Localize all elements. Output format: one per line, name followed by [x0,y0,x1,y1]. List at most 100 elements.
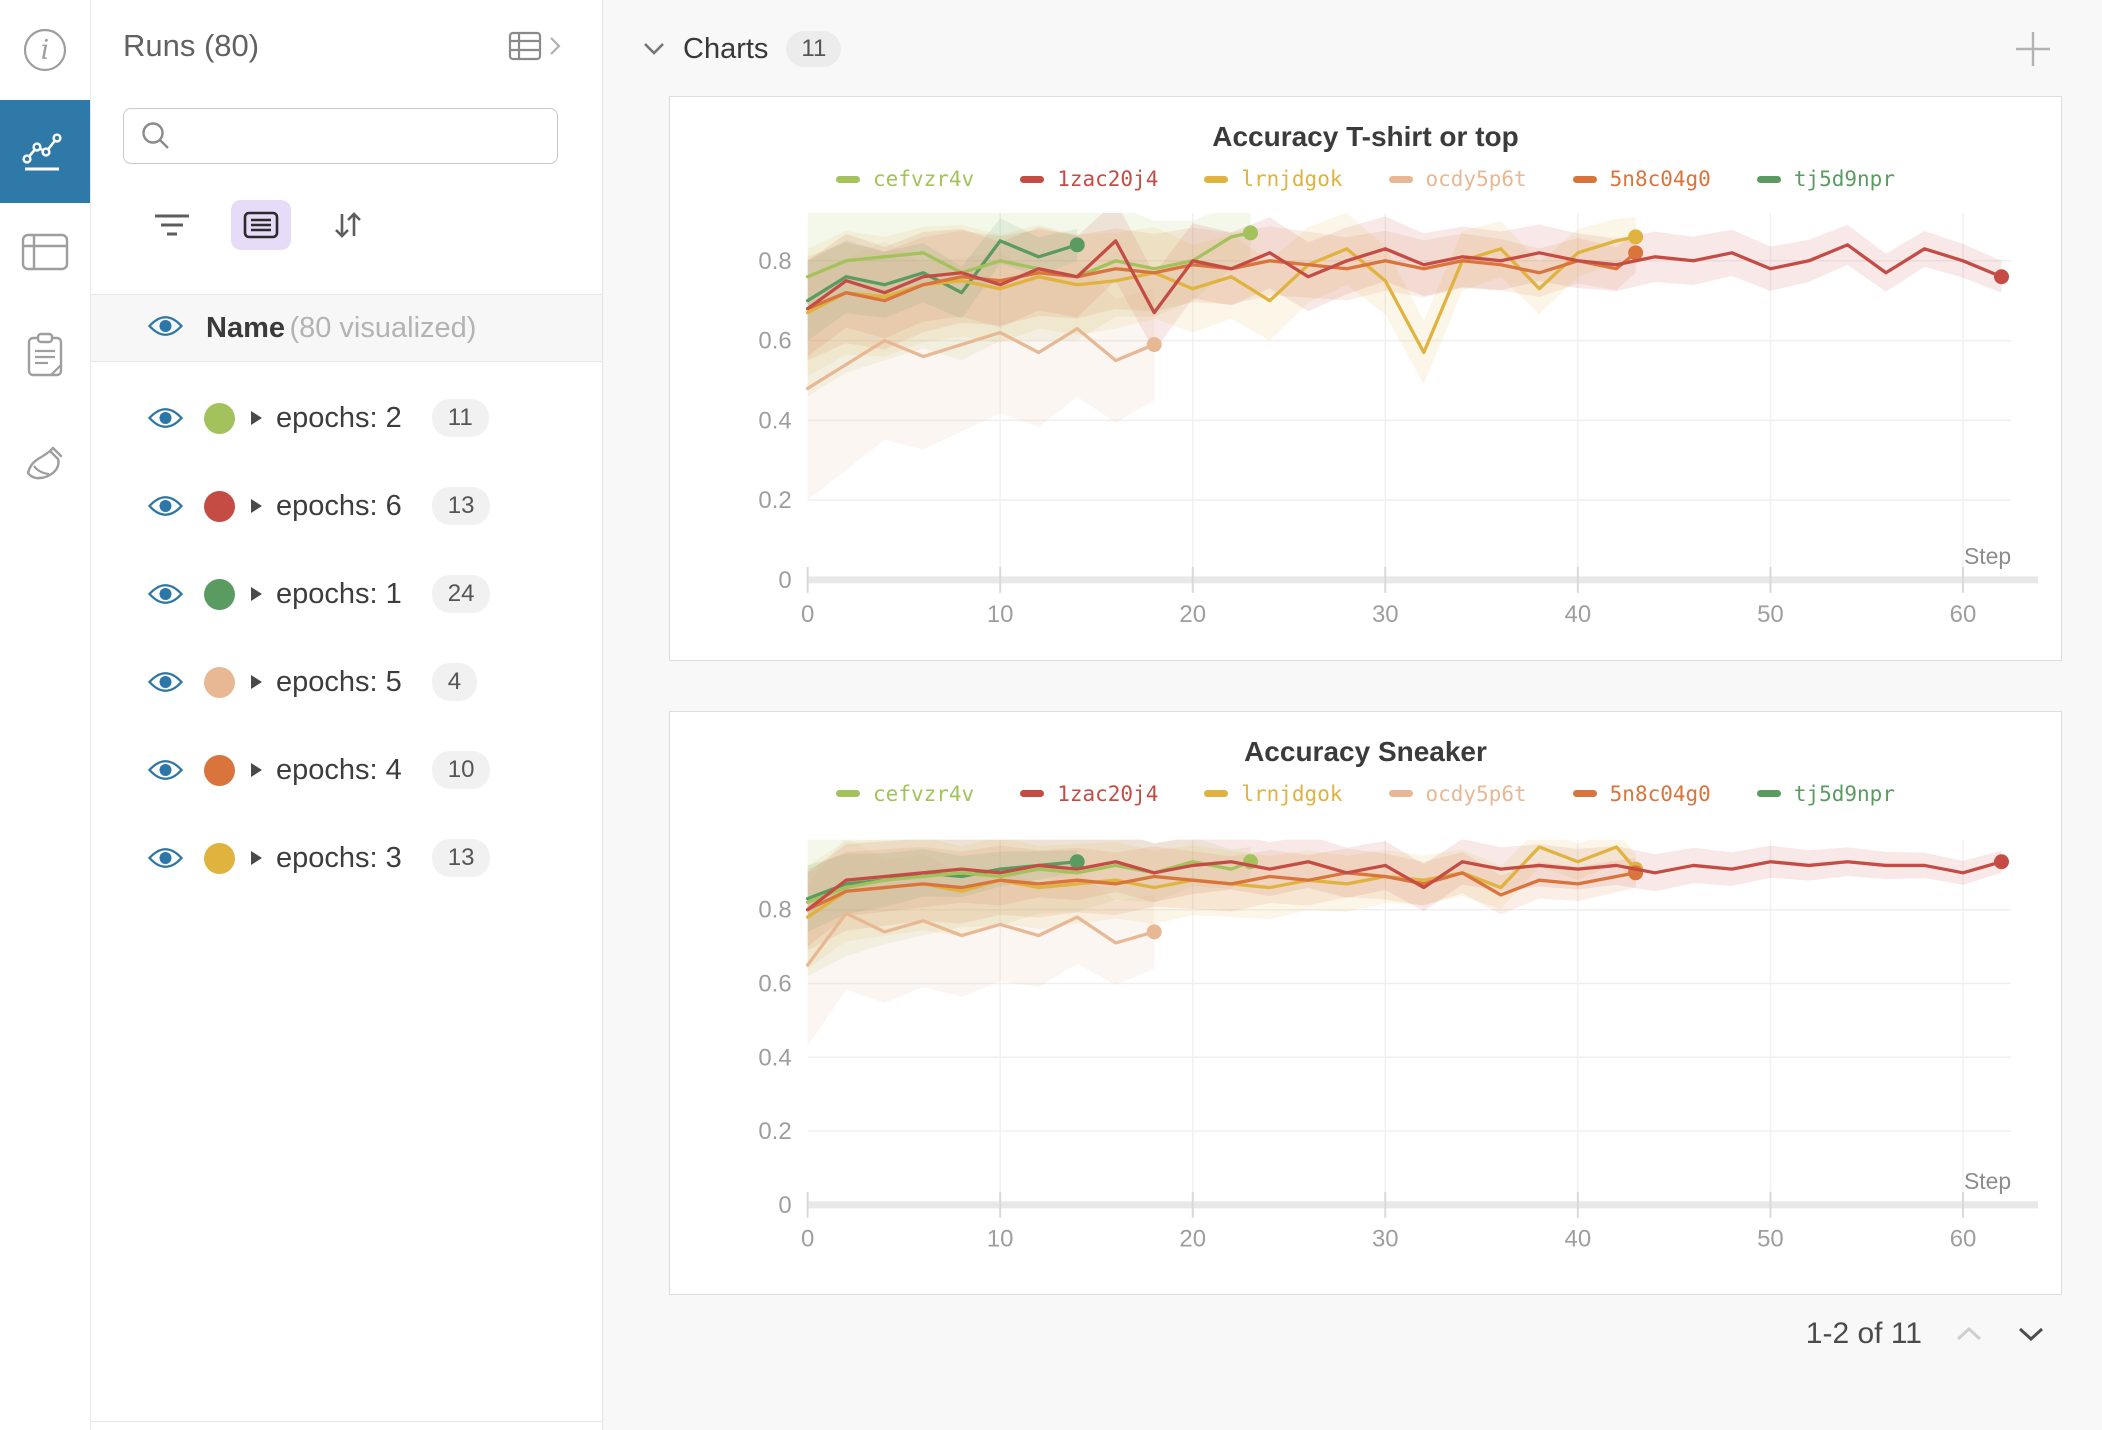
expand-runs-table-button[interactable] [508,30,562,62]
legend-item[interactable]: 5n8c04g0 [1572,782,1711,806]
run-group-label: epochs: 3 [276,841,402,874]
eye-icon[interactable] [147,313,184,344]
add-panel-button[interactable] [2012,28,2054,70]
svg-text:0.8: 0.8 [758,248,791,275]
run-count-badge: 11 [431,399,489,437]
chevron-down-icon [644,43,664,55]
legend-item[interactable]: 1zac20j4 [1020,782,1158,806]
info-icon-glyph: i [23,28,67,72]
expand-caret-icon[interactable] [251,851,262,865]
chevron-up-icon [1956,1327,1982,1341]
run-group-row[interactable]: epochs: 2 11 [91,374,602,462]
expand-caret-icon[interactable] [251,587,262,601]
sidebar-item-charts-active[interactable] [0,100,90,203]
svg-text:30: 30 [1372,1225,1399,1252]
svg-text:60: 60 [1950,1225,1977,1252]
sidebar-item-sweeps[interactable] [0,407,90,525]
svg-text:0: 0 [778,567,791,594]
runs-search-box[interactable] [123,108,558,164]
legend-item[interactable]: 5n8c04g0 [1572,167,1711,191]
chevron-right-icon [550,37,561,55]
table-icon [21,233,69,271]
sort-icon [335,212,361,238]
filter-button[interactable] [151,210,193,240]
charts-section: Charts 11 Accuracy T-shirt or top cefvzr… [603,0,2102,1430]
legend-item[interactable]: cefvzr4v [836,782,974,806]
legend-run-id: ocdy5p6t [1425,167,1527,191]
svg-text:60: 60 [1950,601,1977,628]
eye-icon[interactable] [147,845,184,871]
svg-text:0.2: 0.2 [758,487,791,514]
name-column-label: Name [206,311,285,344]
expand-caret-icon[interactable] [251,675,262,689]
list-view-button[interactable] [231,200,291,250]
sort-button[interactable] [329,207,365,243]
run-count-badge: 10 [431,751,491,789]
legend-swatch [1756,790,1781,798]
expand-caret-icon[interactable] [251,411,262,425]
svg-text:i: i [41,35,50,66]
legend-item[interactable]: tj5d9npr [1756,167,1895,191]
run-color-dot [204,842,235,874]
chart-panel[interactable]: Accuracy T-shirt or top cefvzr4v 1zac20j4… [669,96,2062,661]
run-group-row[interactable]: epochs: 3 13 [91,814,602,902]
legend-item[interactable]: lrnjdgok [1204,781,1343,806]
svg-text:Step: Step [1964,543,2011,569]
legend-item[interactable]: lrnjdgok [1204,167,1343,191]
legend-swatch [1572,790,1597,798]
legend-run-id: 1zac20j4 [1057,167,1159,191]
eye-icon[interactable] [147,493,184,519]
charts-pagination: 1-2 of 11 [603,1317,2046,1351]
run-group-label: epochs: 6 [276,489,402,522]
runs-panel: Runs (80) [91,0,603,1430]
expand-caret-icon[interactable] [251,763,262,777]
svg-text:0: 0 [801,601,814,628]
next-page-button[interactable] [2016,1324,2046,1344]
svg-text:30: 30 [1372,601,1399,628]
line-chart-plot[interactable]: 0 10 20 30 40 50 60 0 0.2 0.4 0.6 0.8 Step [670,191,2061,660]
chart-panel[interactable]: Accuracy Sneaker cefvzr4v 1zac20j4 lrnjdgo… [669,710,2062,1296]
charts-section-header: Charts 11 [603,0,2102,70]
sidebar-item-table[interactable] [0,203,90,303]
legend-run-id: lrnjdgok [1241,781,1343,806]
legend-item[interactable]: ocdy5p6t [1388,167,1527,191]
eye-icon[interactable] [147,405,184,431]
run-group-list: epochs: 2 11 epochs: 6 13 epochs: 1 24 epochs:… [91,362,602,902]
svg-text:0.6: 0.6 [758,328,791,355]
run-color-dot [204,578,235,610]
svg-text:20: 20 [1179,601,1206,628]
sidebar-item-notes[interactable] [0,303,90,407]
legend-run-id: ocdy5p6t [1425,781,1527,806]
run-group-row[interactable]: epochs: 1 24 [91,550,602,638]
legend-item[interactable]: cefvzr4v [836,167,974,191]
run-group-row[interactable]: epochs: 6 13 [91,462,602,550]
legend-item[interactable]: 1zac20j4 [1020,167,1158,191]
collapse-charts-button[interactable] [641,40,667,58]
eye-icon[interactable] [147,669,184,695]
left-icon-rail: i [0,0,91,1430]
run-count-badge: 13 [431,487,491,525]
expand-caret-icon[interactable] [251,499,262,513]
eye-icon[interactable] [147,581,184,607]
legend-swatch [1204,790,1229,798]
legend-run-id: 5n8c04g0 [1609,167,1711,191]
runs-table-icon [508,31,542,61]
runs-name-header-row[interactable]: Name (80 visualized) [91,294,602,362]
run-group-row[interactable]: epochs: 5 4 [91,638,602,726]
info-icon[interactable]: i [0,0,90,100]
chart-title: Accuracy Sneaker [1244,735,1487,767]
legend-item[interactable]: ocdy5p6t [1388,781,1527,806]
filter-icon [155,214,189,236]
search-input[interactable] [186,119,541,153]
chart-title: Accuracy T-shirt or top [1212,121,1519,152]
run-group-label: epochs: 5 [276,665,402,698]
pagination-label: 1-2 of 11 [1805,1317,1922,1351]
legend-item[interactable]: tj5d9npr [1756,782,1895,806]
eye-icon[interactable] [147,757,184,783]
svg-text:0: 0 [778,1191,791,1218]
svg-text:0.6: 0.6 [758,970,791,997]
previous-page-button[interactable] [1954,1324,1984,1344]
line-chart-plot[interactable]: 0 10 20 30 40 50 60 0 0.2 0.4 0.6 0.8 Step [670,806,2061,1295]
run-group-row[interactable]: epochs: 4 10 [91,726,602,814]
